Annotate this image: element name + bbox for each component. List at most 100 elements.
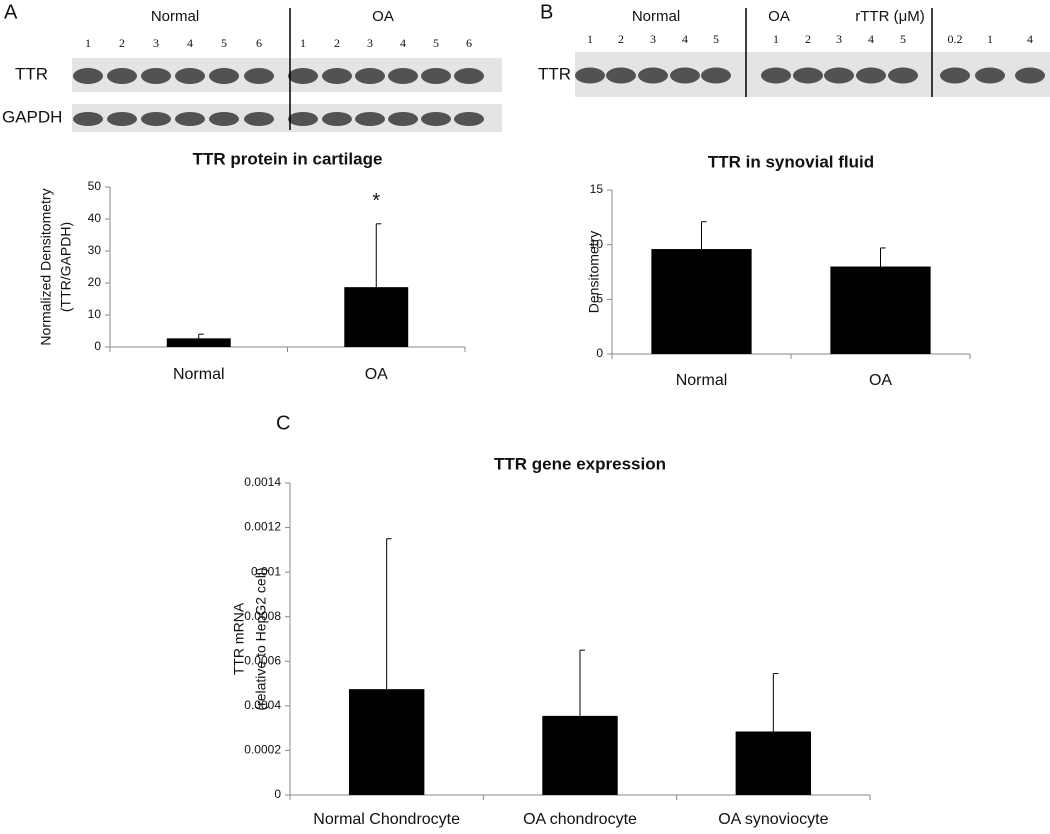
y-tick-label: 20 bbox=[88, 275, 102, 289]
blot-band bbox=[606, 67, 636, 84]
lane-label: 0.2 bbox=[948, 32, 963, 46]
bar bbox=[830, 266, 931, 354]
y-tick-label: 0.0008 bbox=[244, 609, 281, 623]
blot-band bbox=[421, 68, 451, 84]
x-tick-label: OA synoviocyte bbox=[718, 811, 828, 828]
blot-group-label: rTTR (μM) bbox=[855, 8, 924, 25]
blot-band bbox=[73, 68, 103, 84]
y-axis-label: (TTR/GAPDH) bbox=[58, 222, 74, 312]
y-axis-label: TTR mRNA bbox=[231, 602, 247, 675]
lane-label: 6 bbox=[466, 36, 472, 50]
y-axis-label: Densitometry bbox=[586, 231, 602, 313]
lane-label: 4 bbox=[400, 36, 406, 50]
blot-band bbox=[793, 67, 823, 84]
blot-band bbox=[701, 67, 731, 84]
lane-label: 4 bbox=[1027, 32, 1033, 46]
y-tick-label: 15 bbox=[590, 182, 604, 196]
y-tick-label: 0.0014 bbox=[244, 475, 281, 489]
blot-group-label: Normal bbox=[632, 8, 680, 25]
blot-row-label: TTR bbox=[538, 64, 571, 83]
y-axis-label: Normalized Densitometry bbox=[38, 188, 54, 345]
blot-band bbox=[107, 68, 137, 84]
blot-band bbox=[107, 112, 137, 126]
y-tick-label: 30 bbox=[88, 243, 102, 257]
blot-band bbox=[1015, 67, 1045, 84]
blot-band bbox=[670, 67, 700, 84]
y-tick-label: 0.0006 bbox=[244, 653, 281, 667]
blot-band bbox=[824, 67, 854, 84]
y-tick-label: 5 bbox=[596, 292, 603, 306]
y-tick-label: 0 bbox=[274, 787, 281, 801]
lane-label: 4 bbox=[868, 32, 874, 46]
blot-band bbox=[355, 112, 385, 126]
x-tick-label: Normal bbox=[676, 372, 728, 389]
y-tick-label: 0.0004 bbox=[244, 698, 281, 712]
blot-band bbox=[175, 68, 205, 84]
y-tick-label: 0 bbox=[596, 346, 603, 360]
blot-band bbox=[73, 112, 103, 126]
blot-row-label: GAPDH bbox=[2, 107, 62, 126]
blot-group-label: Normal bbox=[151, 8, 199, 25]
blot-row-label: TTR bbox=[15, 64, 48, 83]
chart-title: TTR in synovial fluid bbox=[708, 152, 874, 171]
bar bbox=[348, 689, 425, 795]
bar bbox=[542, 715, 618, 795]
lane-label: 2 bbox=[119, 36, 125, 50]
blot-band bbox=[244, 112, 274, 126]
blot-group-label: OA bbox=[768, 8, 790, 25]
y-tick-label: 10 bbox=[590, 237, 604, 251]
significance-marker: * bbox=[372, 190, 380, 212]
y-axis-label: (relative to HepG2 cell) bbox=[253, 567, 269, 710]
lane-label: 2 bbox=[618, 32, 624, 46]
x-tick-label: Normal bbox=[173, 366, 225, 383]
blot-band bbox=[940, 67, 970, 84]
blot-band bbox=[888, 67, 918, 84]
lane-label: 5 bbox=[713, 32, 719, 46]
blot-band bbox=[421, 112, 451, 126]
blot-band bbox=[856, 67, 886, 84]
lane-label: 1 bbox=[85, 36, 91, 50]
blot-band bbox=[388, 68, 418, 84]
y-tick-label: 0 bbox=[94, 339, 101, 353]
bar bbox=[344, 287, 409, 347]
lane-label: 1 bbox=[587, 32, 593, 46]
blot-band bbox=[454, 112, 484, 126]
lane-label: 3 bbox=[836, 32, 842, 46]
y-tick-label: 40 bbox=[88, 211, 102, 225]
blot-band bbox=[322, 112, 352, 126]
blot-band bbox=[141, 68, 171, 84]
blot-band bbox=[209, 68, 239, 84]
blot-band bbox=[175, 112, 205, 126]
blot-band bbox=[209, 112, 239, 126]
blot-band bbox=[355, 68, 385, 84]
panel-label: B bbox=[540, 1, 553, 23]
blot-band bbox=[288, 68, 318, 84]
blot-band bbox=[322, 68, 352, 84]
blot-band bbox=[454, 68, 484, 84]
x-tick-label: Normal Chondrocyte bbox=[313, 811, 460, 828]
chart-title: TTR gene expression bbox=[494, 454, 666, 473]
lane-label: 5 bbox=[900, 32, 906, 46]
lane-label: 3 bbox=[650, 32, 656, 46]
x-tick-label: OA chondrocyte bbox=[523, 811, 637, 828]
chart-title: TTR protein in cartilage bbox=[193, 149, 383, 168]
y-tick-label: 0.0002 bbox=[244, 743, 281, 757]
panel-label: A bbox=[4, 1, 18, 23]
y-tick-label: 0.001 bbox=[251, 564, 281, 578]
x-tick-label: OA bbox=[365, 366, 388, 383]
y-tick-label: 50 bbox=[88, 179, 102, 193]
blot-group-label: OA bbox=[372, 8, 394, 25]
y-tick-label: 0.0012 bbox=[244, 520, 281, 534]
panel-label: C bbox=[276, 412, 290, 434]
y-tick-label: 10 bbox=[88, 307, 102, 321]
blot-band bbox=[975, 67, 1005, 84]
x-tick-label: OA bbox=[869, 372, 892, 389]
lane-label: 3 bbox=[153, 36, 159, 50]
lane-label: 5 bbox=[221, 36, 227, 50]
blot-band bbox=[244, 68, 274, 84]
blot-band bbox=[575, 67, 605, 84]
blot-band bbox=[141, 112, 171, 126]
lane-label: 1 bbox=[987, 32, 993, 46]
